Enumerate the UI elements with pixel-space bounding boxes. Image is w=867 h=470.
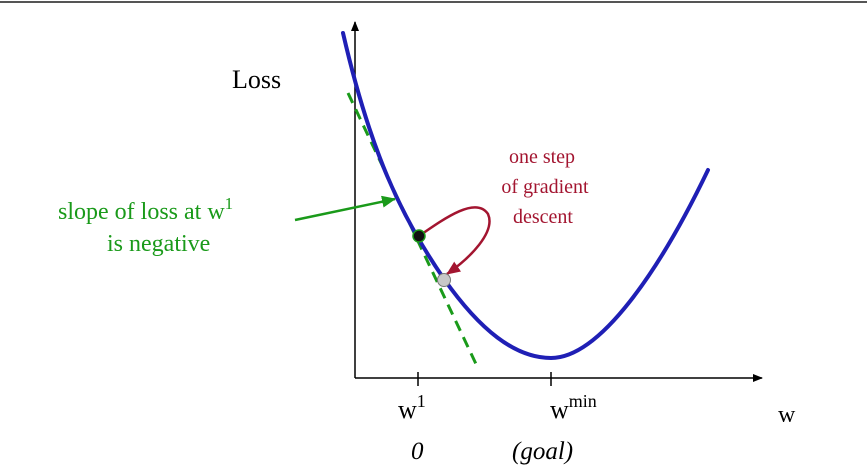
w1-value-label: 0 xyxy=(411,438,424,465)
next-point xyxy=(437,273,451,287)
slope-arrow xyxy=(294,195,396,222)
x-axis-label: w xyxy=(778,402,796,428)
y-axis-label: Loss xyxy=(232,65,281,94)
tick-label-wmin: wmin xyxy=(550,391,597,424)
tick-label-w1: w1 xyxy=(398,391,426,424)
step-annotation-line2: of gradient xyxy=(501,176,589,198)
step-annotation-line1: one step xyxy=(509,146,575,168)
slope-annotation-line2: is negative xyxy=(107,231,210,257)
loss-curve xyxy=(341,31,710,361)
step-arrow xyxy=(418,206,491,276)
slope-annotation-line1: slope of loss at w1 xyxy=(58,194,233,225)
start-point xyxy=(412,229,426,243)
step-annotation-line3: descent xyxy=(513,206,573,228)
wmin-value-label: (goal) xyxy=(512,438,573,465)
